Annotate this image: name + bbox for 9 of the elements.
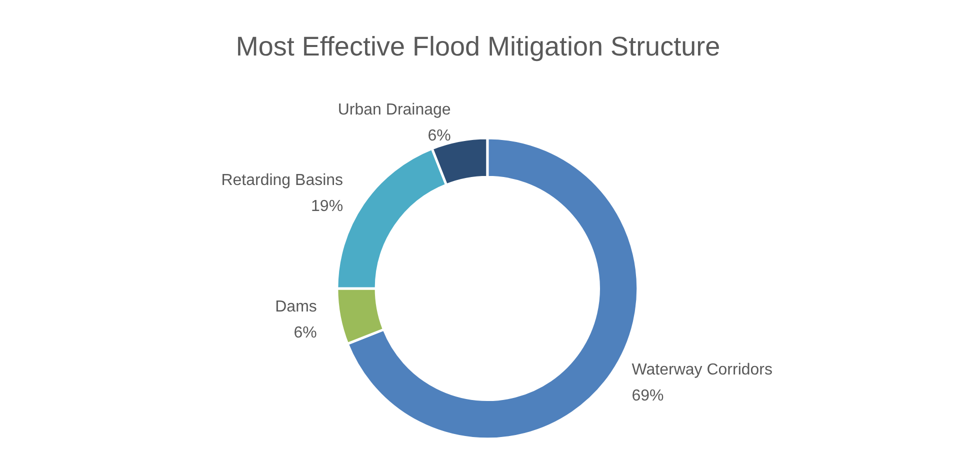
- slice-label: Waterway Corridors: [632, 362, 773, 379]
- chart-title: Most Effective Flood Mitigation Structure: [236, 32, 720, 62]
- data-label: 6%: [294, 324, 317, 342]
- data-label: 19%: [311, 198, 344, 216]
- slice-label: Urban Drainage: [338, 101, 451, 118]
- data-label: 69%: [632, 388, 664, 405]
- data-label: 6%: [428, 127, 451, 144]
- slice-label: Dams: [275, 298, 317, 316]
- slice-label: Retarding Basins: [221, 172, 344, 190]
